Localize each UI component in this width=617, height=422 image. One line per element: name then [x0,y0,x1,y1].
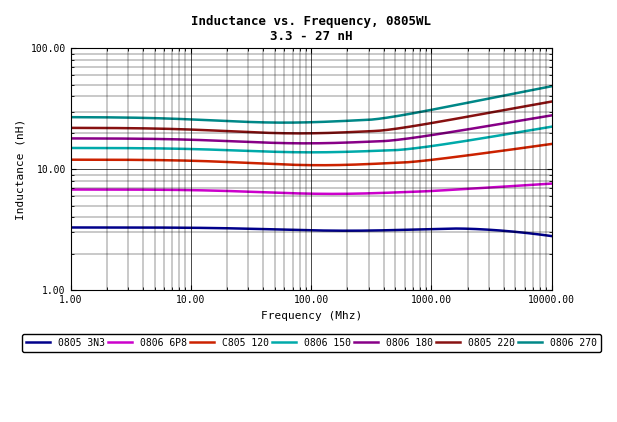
C805 120 [360,162,367,167]
0806 150 [360,149,367,154]
C805 120 [317,162,324,168]
Line: C805 120: C805 120 [71,144,552,165]
X-axis label: Frequency (Mhz): Frequency (Mhz) [260,311,362,321]
0806 6P8 [374,191,381,196]
0805 220 [374,128,381,133]
0806 150 [67,146,75,151]
0805 3N3 [481,227,489,232]
0806 270 [347,118,354,123]
C805 120 [347,162,354,167]
C805 120 [374,161,381,166]
0805 220 [347,130,354,135]
0806 180 [67,136,75,141]
0805 3N3 [67,225,75,230]
0805 3N3 [373,228,381,233]
0805 220 [96,125,104,130]
0806 180 [360,139,367,144]
0806 180 [302,141,309,146]
0805 3N3 [432,227,439,232]
0805 3N3 [548,233,555,238]
0805 220 [482,111,489,116]
0806 180 [374,139,381,144]
0806 270 [433,106,440,111]
0806 6P8 [329,191,336,196]
0806 270 [374,116,381,122]
0806 180 [433,132,440,137]
0805 220 [360,129,367,134]
Line: 0806 180: 0806 180 [71,115,552,143]
Legend: 0805 3N3, 0806 6P8, C805 120, 0806 150, 0806 180, 0805 220, 0806 270: 0805 3N3, 0806 6P8, C805 120, 0806 150, … [22,334,600,352]
0806 6P8 [482,185,489,190]
0806 150 [374,148,381,153]
0806 180 [96,136,104,141]
0805 220 [67,125,75,130]
0805 3N3 [359,228,366,233]
0806 270 [281,120,288,125]
0806 150 [548,124,555,129]
0806 150 [482,135,489,140]
0806 6P8 [548,181,555,186]
0805 3N3 [346,228,354,233]
0806 150 [433,143,440,148]
C805 120 [433,157,440,162]
0806 270 [548,84,555,89]
0806 180 [548,113,555,118]
0805 3N3 [96,225,104,230]
0806 180 [482,124,489,129]
0806 6P8 [96,187,104,192]
0805 220 [433,120,440,125]
Line: 0806 6P8: 0806 6P8 [71,184,552,194]
0806 150 [347,149,354,154]
0805 220 [548,99,555,104]
0806 6P8 [67,187,75,192]
0806 150 [96,146,104,151]
0806 150 [307,150,315,155]
Line: 0806 150: 0806 150 [71,127,552,152]
0806 6P8 [347,191,354,196]
0806 6P8 [360,191,367,196]
Title: Inductance vs. Frequency, 0805WL
3.3 - 27 nH: Inductance vs. Frequency, 0805WL 3.3 - 2… [191,15,431,43]
Y-axis label: Inductance (nH): Inductance (nH) [15,119,25,220]
Line: 0806 270: 0806 270 [71,86,552,123]
0806 270 [67,115,75,120]
0806 270 [482,97,489,102]
0806 270 [360,118,367,123]
0806 270 [96,115,104,120]
0806 6P8 [433,188,440,193]
Line: 0805 220: 0805 220 [71,102,552,133]
Line: 0805 3N3: 0805 3N3 [71,227,552,236]
C805 120 [67,157,75,162]
C805 120 [482,151,489,156]
0805 220 [296,131,303,136]
C805 120 [96,157,104,162]
0806 180 [347,140,354,145]
C805 120 [548,141,555,146]
